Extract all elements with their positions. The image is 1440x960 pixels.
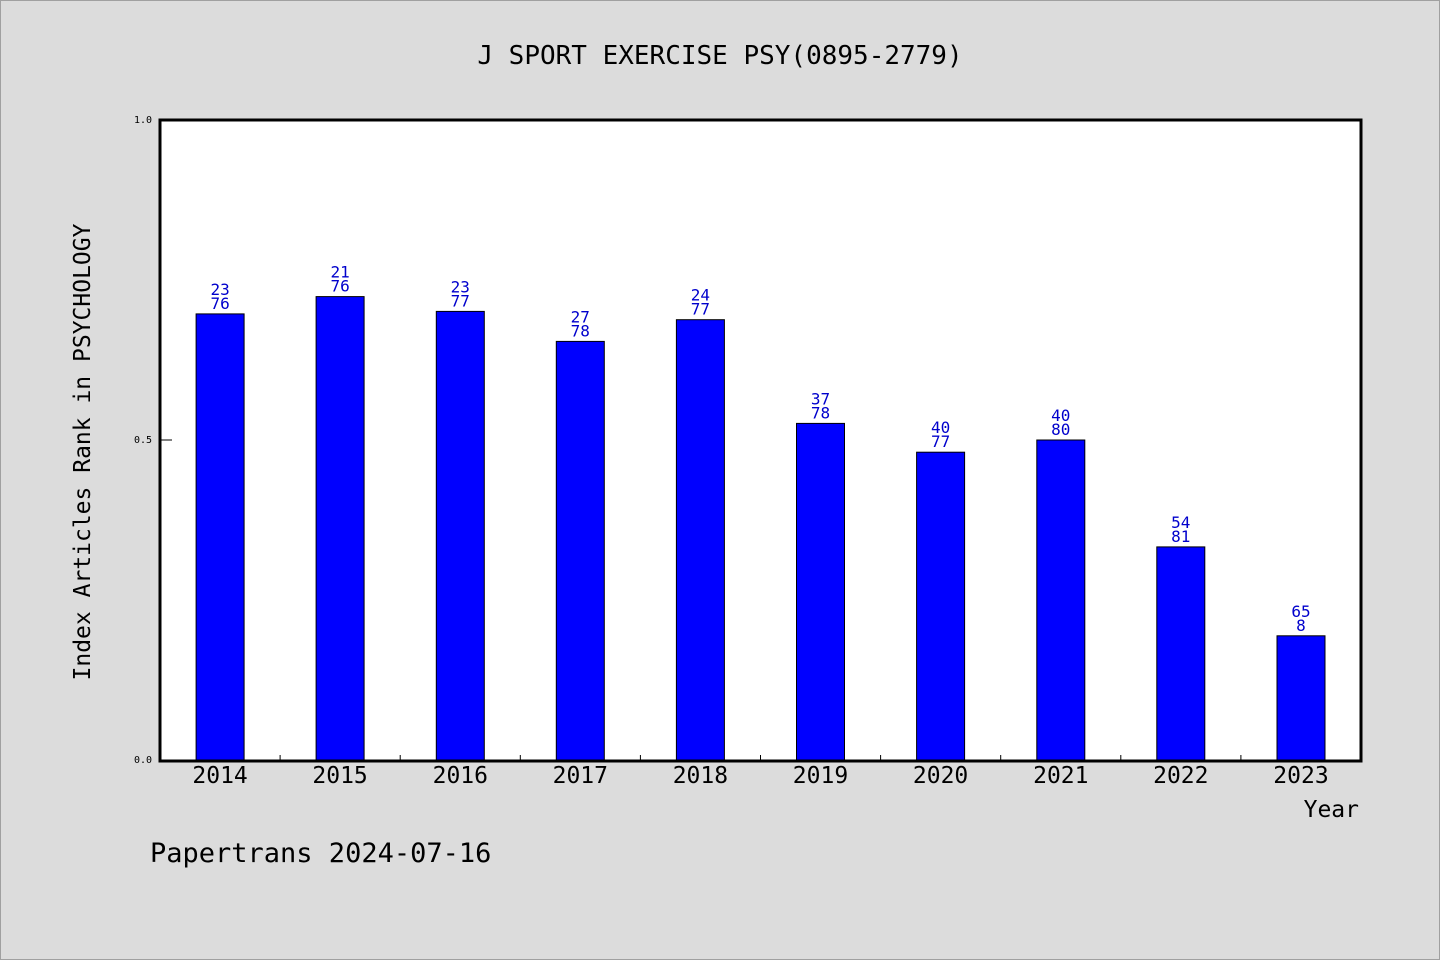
y-tick-label: 1.0 (134, 115, 152, 126)
x-axis-label: Year (1304, 797, 1359, 823)
bar-label-bottom: 81 (1171, 527, 1190, 546)
x-tick-label: 2018 (673, 763, 728, 789)
bar-label-top: 23 (451, 277, 470, 296)
bar-label-top: 27 (571, 307, 590, 326)
bar (1036, 439, 1086, 761)
y-tick-label: 0.0 (134, 755, 152, 766)
x-tick-label: 2020 (913, 763, 968, 789)
ticks-layer: 2014 2015 2016 2017 2018 2019 2020 2021 2022 2023… (134, 115, 1329, 789)
bar (555, 340, 605, 761)
bar (1276, 635, 1326, 761)
bar (675, 319, 725, 761)
y-axis-label: Index Articles Rank in PSYCHOLOGY (70, 223, 96, 680)
bar-label-top: 37 (811, 389, 830, 408)
bar-label-top: 40 (931, 418, 950, 437)
bar (796, 422, 845, 761)
x-tick-label: 2019 (793, 763, 848, 789)
x-tick-label: 2021 (1033, 763, 1088, 789)
x-tick-label: 2023 (1273, 763, 1328, 789)
footer-credit: Papertrans 2024-07-16 (150, 838, 491, 869)
y-tick-label: 0.5 (134, 435, 152, 446)
bar (195, 313, 245, 761)
bar-label-bottom: 78 (811, 403, 830, 422)
bar (916, 451, 966, 761)
x-tick-label: 2014 (192, 763, 247, 789)
bar-label-bottom: 80 (1051, 420, 1070, 439)
chart-title: J SPORT EXERCISE PSY(0895-2779) (477, 41, 962, 71)
x-tick-label: 2015 (312, 763, 367, 789)
bar-label-bottom: 77 (691, 300, 710, 319)
bar-label-bottom: 77 (451, 291, 470, 310)
bar-label-top: 65 (1291, 602, 1310, 621)
bar-label-bottom: 78 (571, 321, 590, 340)
bar (1156, 546, 1206, 761)
x-tick-label: 2016 (433, 763, 488, 789)
x-tick-label: 2017 (553, 763, 608, 789)
bar-label-bottom: 76 (330, 277, 349, 296)
bar (315, 296, 365, 761)
bar-label-top: 54 (1171, 513, 1190, 532)
bar-label-top: 40 (1051, 406, 1070, 425)
bar-label-bottom: 77 (931, 432, 950, 451)
bar-label-top: 24 (691, 286, 710, 305)
bar-label-top: 23 (210, 280, 229, 299)
bar-label-bottom: 76 (210, 294, 229, 313)
bar (435, 310, 485, 761)
bar-label-bottom: 8 (1296, 616, 1306, 635)
bar-label-top: 21 (330, 263, 349, 282)
x-tick-label: 2022 (1153, 763, 1208, 789)
